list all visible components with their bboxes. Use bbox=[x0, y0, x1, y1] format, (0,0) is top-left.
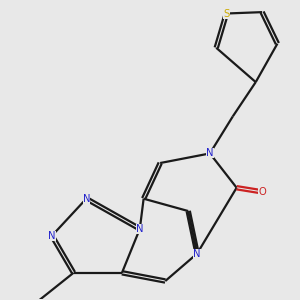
Text: N: N bbox=[206, 148, 214, 158]
Text: O: O bbox=[258, 187, 266, 197]
Text: S: S bbox=[223, 8, 230, 19]
Text: N: N bbox=[136, 224, 144, 234]
Text: N: N bbox=[48, 231, 56, 241]
Text: N: N bbox=[82, 194, 90, 204]
Text: N: N bbox=[194, 249, 201, 259]
